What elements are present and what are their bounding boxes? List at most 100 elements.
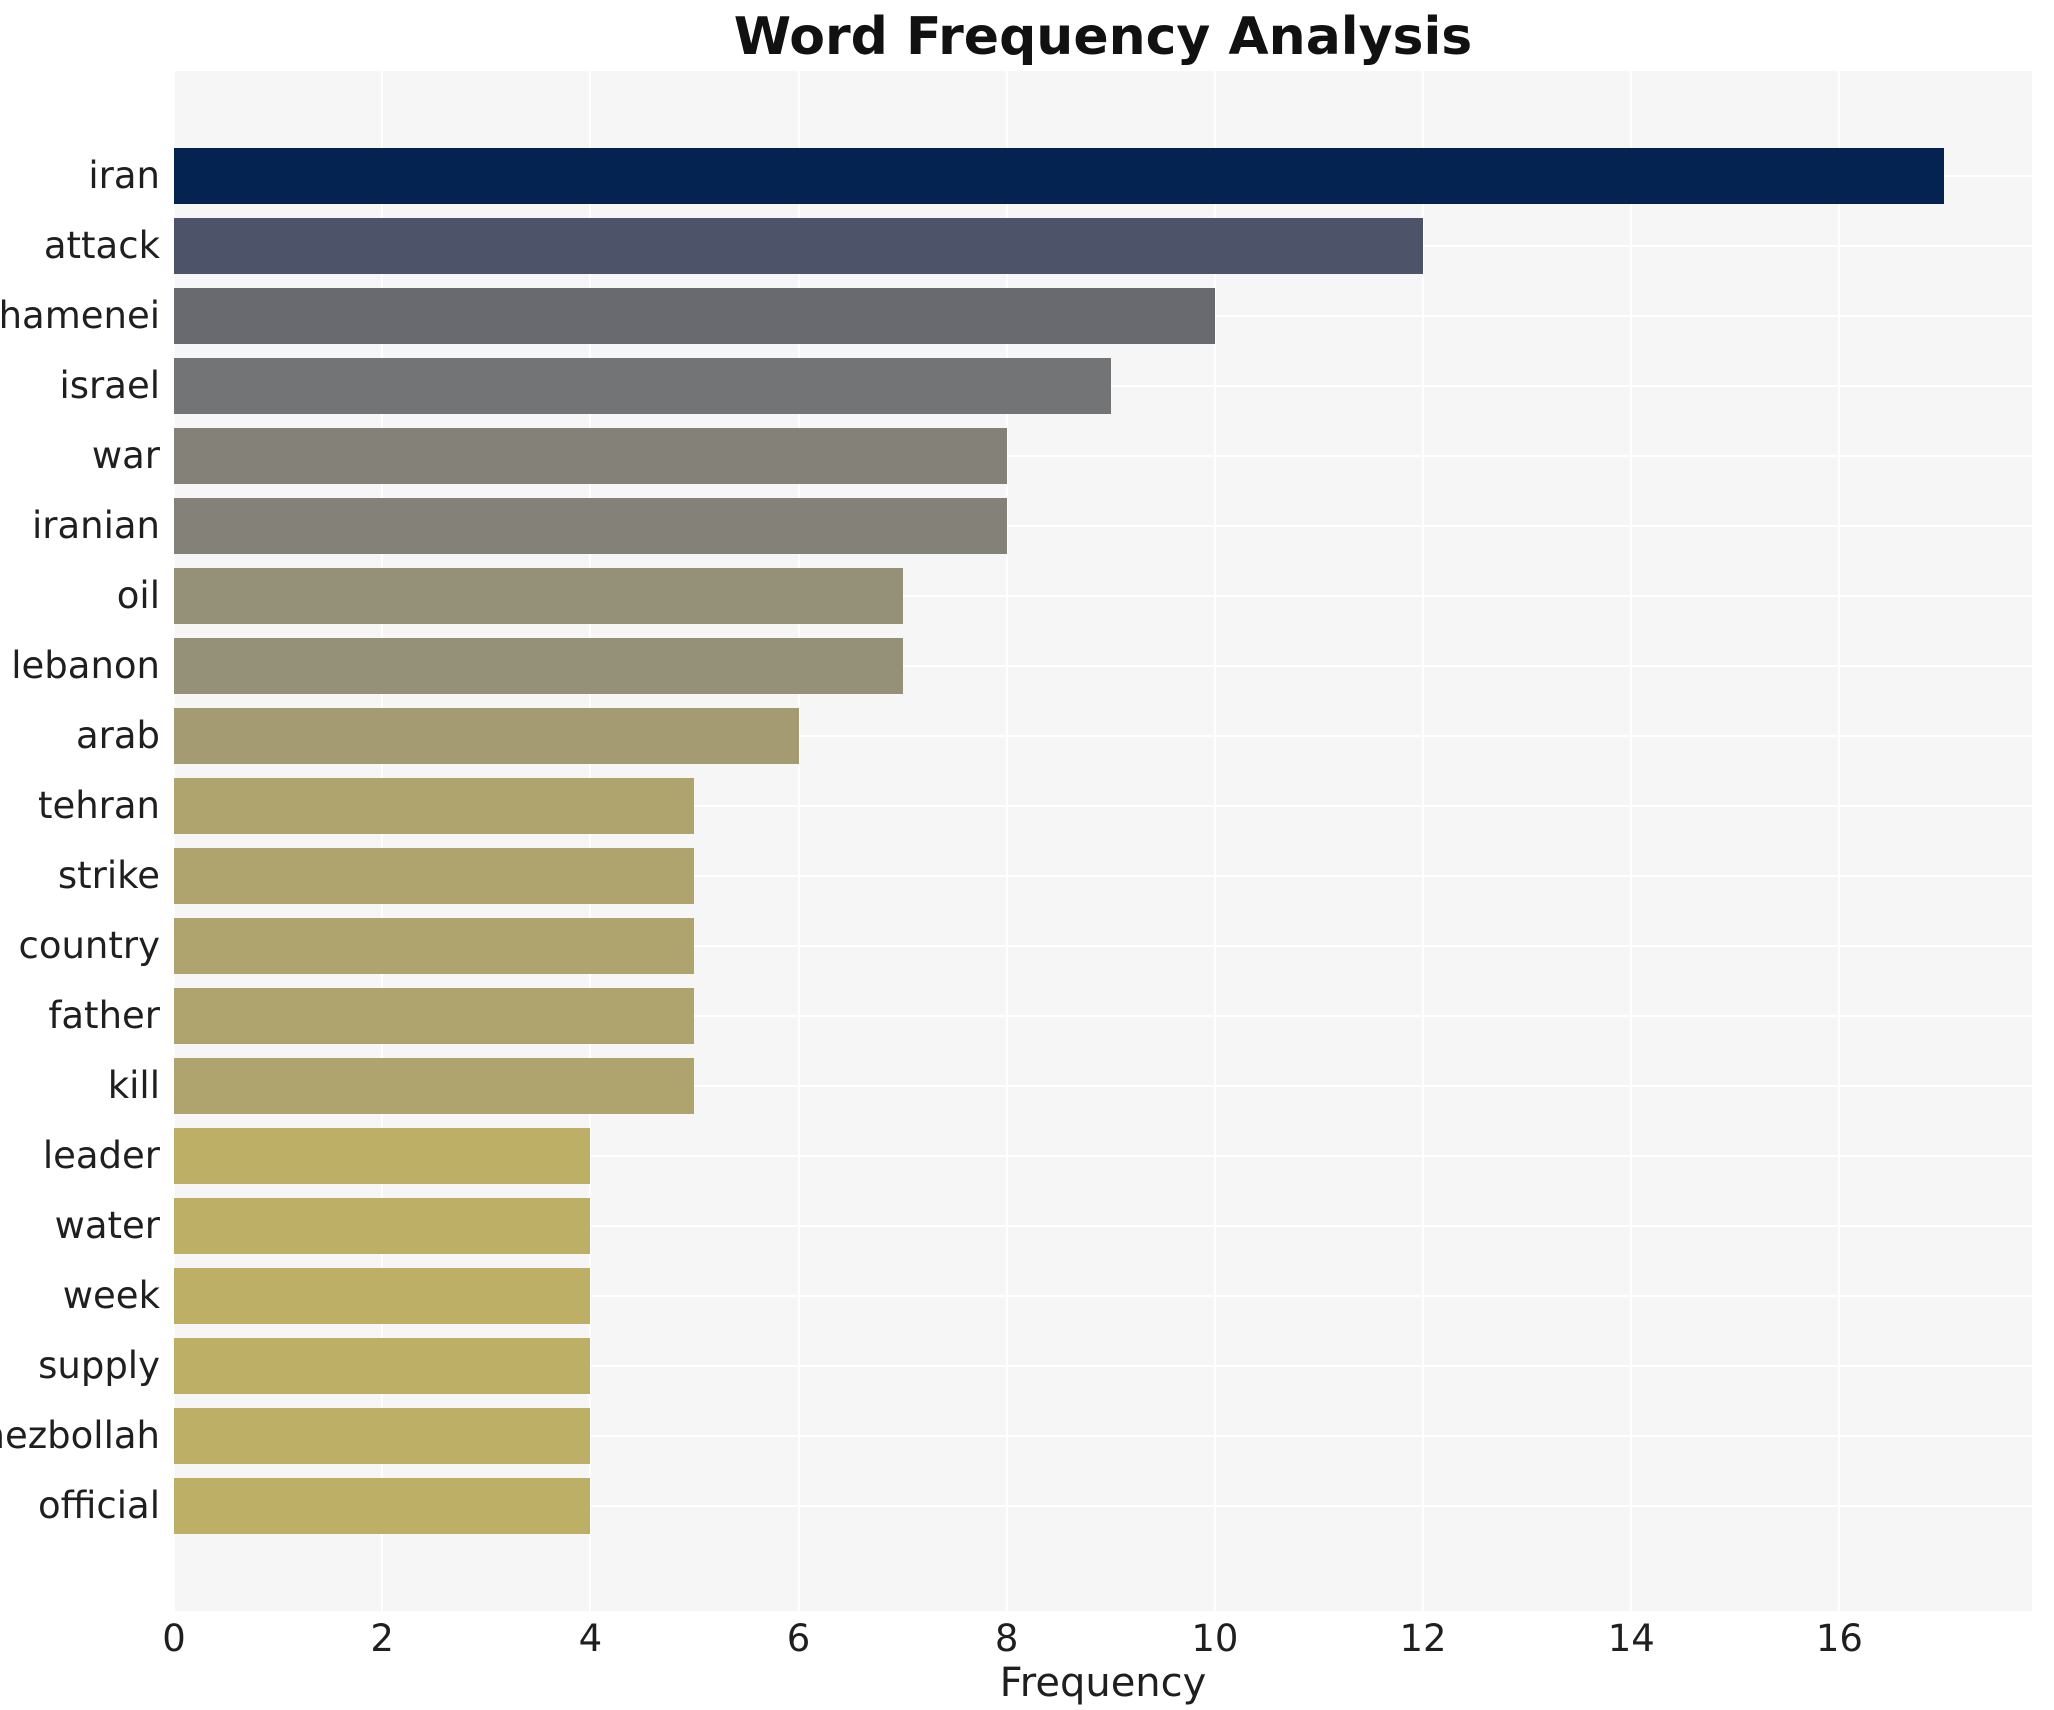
- grid-line-y: [174, 1295, 2032, 1297]
- grid-line-x-6: [797, 71, 800, 1611]
- bar-row: arab: [76, 701, 2032, 771]
- bar-row: official: [38, 1471, 2032, 1541]
- bar-row: water: [55, 1191, 2032, 1261]
- bar-row: oil: [117, 561, 2032, 631]
- bar-row: israel: [60, 351, 2032, 421]
- y-tick-label-father: father: [48, 994, 160, 1037]
- y-tick-label-strike: strike: [57, 854, 160, 897]
- grid-line-y: [174, 665, 2032, 667]
- grid-line-y: [174, 1225, 2032, 1227]
- y-tick-label-oil: oil: [116, 574, 160, 617]
- grid-line-y: [174, 735, 2032, 737]
- frequency-bar-oil: [174, 568, 903, 624]
- bar-row: father: [48, 981, 2032, 1051]
- grid-line-x-14: [1630, 71, 1633, 1611]
- frequency-bar-iranian: [174, 498, 1007, 554]
- bar-row: iran: [88, 141, 2032, 211]
- x-tick-label-10: 10: [1191, 1617, 1239, 1660]
- frequency-bar-water: [174, 1198, 591, 1254]
- bar-row: supply: [38, 1331, 2032, 1401]
- x-tick-label-8: 8: [994, 1617, 1019, 1660]
- x-axis-label: Frequency: [999, 1660, 1207, 1706]
- grid-line-x-10: [1213, 71, 1216, 1611]
- bar-row: war: [92, 421, 2032, 491]
- x-tick-label-4: 4: [578, 1617, 603, 1660]
- grid-line-y: [174, 595, 2032, 597]
- frequency-bar-hezbollah: [174, 1408, 591, 1464]
- grid-line-y: [174, 1505, 2032, 1507]
- grid-line-y: [174, 1085, 2032, 1087]
- frequency-bar-strike: [174, 848, 695, 904]
- frequency-bar-khamenei: [174, 288, 1215, 344]
- y-tick-label-iran: iran: [88, 154, 160, 197]
- y-tick-label-war: war: [91, 434, 160, 477]
- y-tick-label-leader: leader: [42, 1134, 160, 1177]
- x-tick-label-2: 2: [370, 1617, 394, 1660]
- y-tick-label-arab: arab: [75, 714, 160, 757]
- bar-row: leader: [43, 1121, 2032, 1191]
- frequency-bar-arab: [174, 708, 799, 764]
- x-tick-label-16: 16: [1815, 1617, 1863, 1660]
- grid-line-y: [174, 945, 2032, 947]
- y-tick-label-official: official: [38, 1484, 160, 1527]
- grid-line-y: [174, 525, 2032, 527]
- bar-row: attack: [44, 211, 2032, 281]
- chart-title: Word Frequency Analysis: [733, 7, 1473, 67]
- grid-line-y: [174, 1365, 2032, 1367]
- grid-line-y: [174, 805, 2032, 807]
- y-tick-label-attack: attack: [43, 224, 160, 267]
- grid-line-x-16: [1838, 71, 1841, 1611]
- frequency-bar-week: [174, 1268, 591, 1324]
- frequency-bar-lebanon: [174, 638, 903, 694]
- y-tick-label-country: country: [18, 924, 161, 967]
- frequency-bar-iran: [174, 148, 1944, 204]
- frequency-bar-supply: [174, 1338, 591, 1394]
- bar-row: tehran: [38, 771, 2032, 841]
- grid-line-y: [174, 875, 2032, 877]
- bar-row: lebanon: [11, 631, 2032, 701]
- x-tick-label-14: 14: [1607, 1617, 1655, 1660]
- grid-line-y: [174, 455, 2032, 457]
- y-tick-label-israel: israel: [59, 364, 161, 407]
- frequency-bar-official: [174, 1478, 591, 1534]
- frequency-bar-tehran: [174, 778, 695, 834]
- x-tick-label-6: 6: [786, 1617, 811, 1660]
- y-tick-label-supply: supply: [38, 1344, 160, 1387]
- frequency-bar-attack: [174, 218, 1424, 274]
- grid-line-x-4: [589, 71, 592, 1611]
- x-tick-label-12: 12: [1399, 1617, 1447, 1660]
- frequency-bar-father: [174, 988, 695, 1044]
- y-tick-label-hezbollah: hezbollah: [0, 1414, 160, 1457]
- x-axis-ticks: 0 2 4 6 8 10 12 14 16: [162, 1617, 2032, 1661]
- bar-row: kill: [108, 1051, 2032, 1121]
- bar-row: iranian: [32, 491, 2032, 561]
- bar-row: hezbollah: [0, 1401, 2032, 1471]
- frequency-bar-country: [174, 918, 695, 974]
- y-tick-label-water: water: [54, 1204, 160, 1247]
- frequency-bar-kill: [174, 1058, 695, 1114]
- frequency-bar-israel: [174, 358, 1111, 414]
- frequency-bar-war: [174, 428, 1007, 484]
- grid-line-y: [174, 1435, 2032, 1437]
- y-tick-label-week: week: [62, 1274, 160, 1317]
- y-tick-label-lebanon: lebanon: [11, 644, 160, 687]
- grid-line-x-8: [1005, 71, 1008, 1611]
- grid-line-y: [174, 1155, 2032, 1157]
- frequency-bar-leader: [174, 1128, 591, 1184]
- grid-line-x-2: [381, 71, 384, 1611]
- grid-line-x-12: [1422, 71, 1425, 1611]
- bar-row: strike: [58, 841, 2032, 911]
- bar-row: week: [63, 1261, 2032, 1331]
- grid-line-y: [174, 1015, 2032, 1017]
- y-tick-label-tehran: tehran: [37, 784, 160, 827]
- grid-line-x-0: [173, 71, 175, 1611]
- y-tick-label-kill: kill: [107, 1064, 160, 1107]
- x-tick-label-0: 0: [162, 1617, 186, 1660]
- y-tick-label-iranian: iranian: [31, 504, 160, 547]
- bar-row: country: [19, 911, 2032, 981]
